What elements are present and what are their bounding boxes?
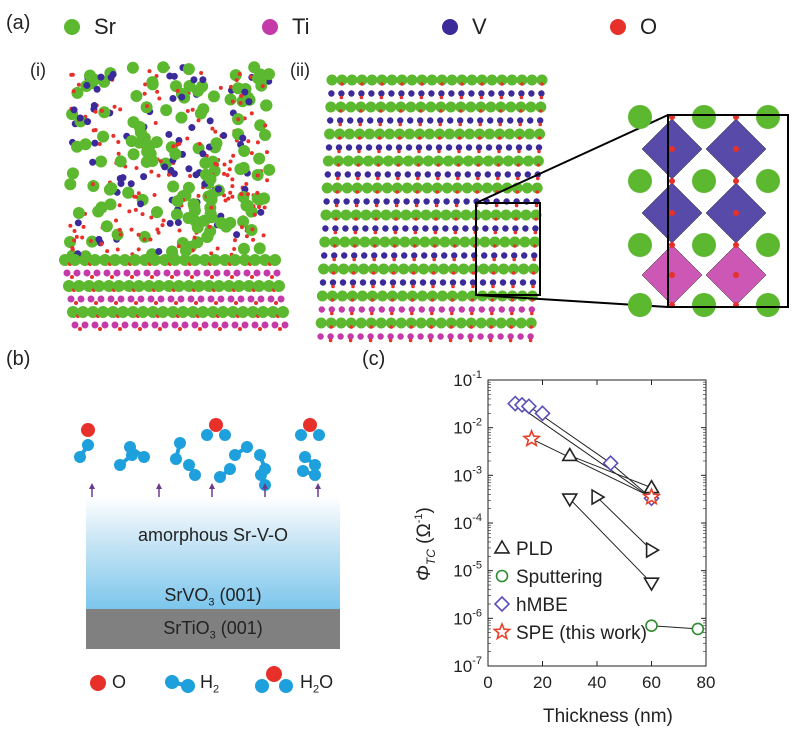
data-point [520,398,538,415]
crystalline-structure [315,74,669,343]
x-axis-label: Thickness (nm) [543,706,673,727]
series-line [531,438,652,498]
h2o-molecule-icon [255,666,293,693]
series-line [596,496,652,551]
conductance-chart: 0 20 40 60 80 10-7 10-6 10-5 10-4 10-3 10-2 10-1 ΦTC… [413,370,716,692]
y-tick-label: 10-6 [453,607,482,628]
panel-c-label: (c) [362,348,386,370]
data-point [561,493,579,508]
data-point [495,569,509,583]
srvo3-layer-label: SrVO3 (001) [164,585,262,609]
legend-entry: PLD [516,539,553,560]
srtio3-substrate: SrTiO3 (001) [86,609,340,649]
data-point [521,428,542,448]
panel-ii-label: (ii) [290,60,310,80]
x-tick-label: 20 [533,673,552,692]
y-tick-label: 10-5 [453,560,482,581]
y-tick-label: 10-3 [453,464,482,485]
sr-dot-icon [64,19,80,35]
v-dot-icon [442,19,458,35]
panel-a-label: (a) [6,12,31,34]
legend-sr: Sr [64,14,116,40]
atomic-structures-figure [59,61,789,343]
x-tick-label: 40 [588,673,607,692]
legend-entry: SPE (this work) [516,623,647,644]
film-stack: amorphous Sr-V-O SrVO3 (001) [86,497,340,609]
series-line [569,498,652,584]
x-tick-label: 0 [483,673,492,692]
data-point [645,619,658,633]
y-tick-label: 10-2 [453,417,482,438]
data-point [534,405,551,422]
srtio3-layer-label: SrTiO3 (001) [163,618,263,642]
data-point [493,595,511,613]
h2-molecule-icon [165,675,195,693]
data-point [602,455,619,472]
data-point [641,486,662,506]
amorphous-structure [59,61,289,331]
legend-o: O [610,14,657,40]
panel-i-label: (i) [30,60,46,80]
y-tick-label: 10-7 [453,655,482,676]
data-point [493,539,511,554]
x-tick-label: 80 [697,673,716,692]
legend-ti: Ti [262,14,310,40]
molecule-legend-icons [90,666,293,693]
data-point [645,541,661,559]
legend-v: V [442,14,487,40]
data-point [492,621,512,641]
series-line [514,403,652,499]
legend-h2o-label: H2O [300,672,334,696]
legend-entry: hMBE [516,595,568,616]
data-point [591,488,606,506]
o-atom-icon [90,675,106,691]
legend-entry: Sputtering [516,567,603,588]
x-tick-label: 60 [642,673,661,692]
data-point [561,446,579,462]
ti-dot-icon [262,19,278,35]
y-axis-label: ΦTC (Ω-1) [413,507,438,581]
panel-b-label: (b) [6,348,31,370]
data-point [691,622,705,636]
o-dot-icon [610,19,626,35]
legend-o-label: O [112,672,127,692]
series-line [569,455,652,489]
series-line [651,625,698,630]
legend-h2-label: H2 [200,672,220,696]
y-tick-label: 10-4 [453,512,482,533]
reaction-molecules [74,418,325,513]
data-point [643,577,660,592]
zoom-unit-cell [628,105,789,317]
amorphous-layer-label: amorphous Sr-V-O [137,525,289,545]
y-tick-label: 10-1 [453,370,482,390]
